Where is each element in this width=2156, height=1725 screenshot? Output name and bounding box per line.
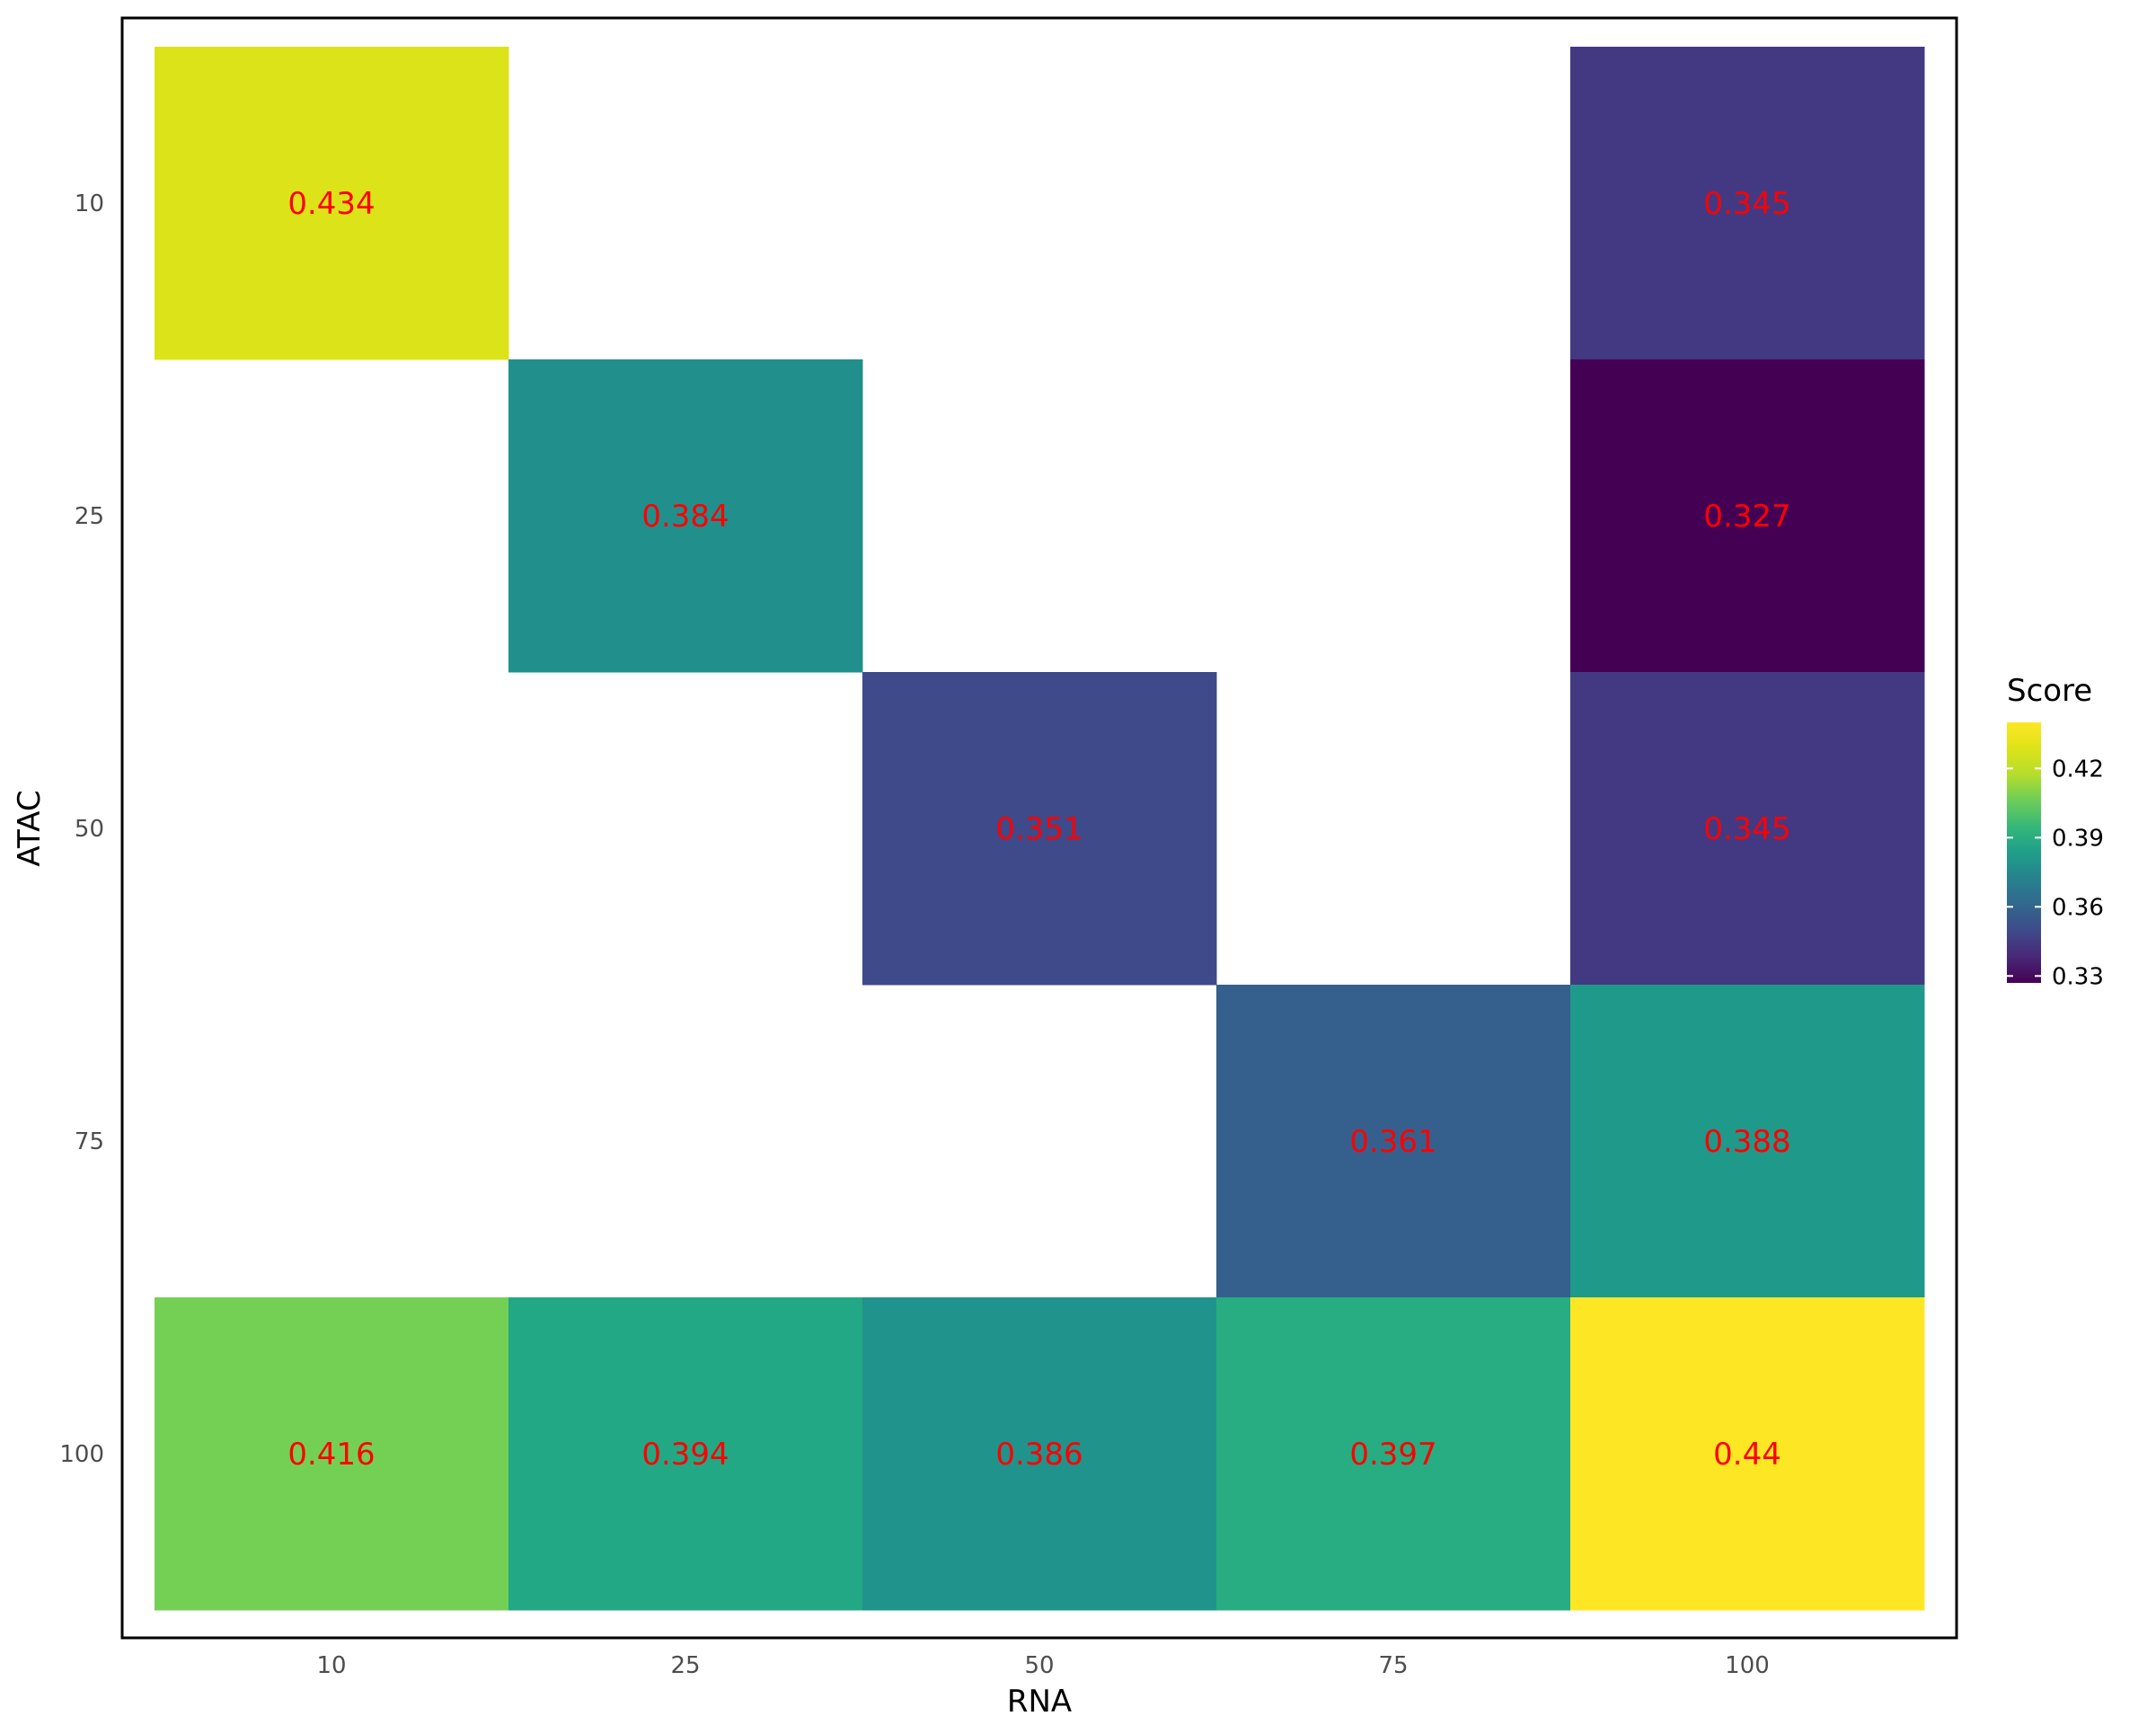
y-axis-title: ATAC xyxy=(12,790,48,866)
legend-tick-label: 0.33 xyxy=(2052,963,2104,990)
x-tick-label: 75 xyxy=(1378,1652,1408,1679)
legend-ticks: 0.33 0.36 0.39 0.42 xyxy=(2007,756,2104,990)
cell-value-label: 0.388 xyxy=(1703,1124,1790,1160)
heatmap-cell xyxy=(1570,672,1925,986)
legend-tick-label: 0.39 xyxy=(2052,825,2104,852)
legend-title: Score xyxy=(2007,673,2092,709)
y-tick-label: 50 xyxy=(75,816,104,843)
cell-value-label: 0.394 xyxy=(641,1437,729,1473)
cell-value-label: 0.384 xyxy=(641,499,729,535)
heatmap-cell xyxy=(1216,1297,1571,1611)
color-legend: Score 0.33 0.36 0.39 0.42 xyxy=(2007,673,2104,990)
heatmap-cell xyxy=(1570,1297,1925,1611)
cell-value-label: 0.327 xyxy=(1703,499,1790,535)
heatmap-cell xyxy=(862,672,1217,986)
heatmap-cell xyxy=(155,1297,509,1611)
x-axis-ticks: 10 25 50 75 100 xyxy=(316,1652,1769,1679)
y-tick-label: 10 xyxy=(75,190,104,217)
heatmap-cell xyxy=(508,359,863,673)
x-tick-label: 10 xyxy=(316,1652,346,1679)
cell-value-label: 0.351 xyxy=(995,811,1082,847)
y-tick-label: 100 xyxy=(59,1441,104,1468)
heatmap-cell xyxy=(1570,359,1925,673)
cell-value-label: 0.345 xyxy=(1703,811,1790,847)
legend-tick-label: 0.36 xyxy=(2052,894,2104,921)
y-tick-label: 75 xyxy=(75,1128,104,1155)
cell-value-label: 0.397 xyxy=(1349,1437,1436,1473)
cell-value-label: 0.44 xyxy=(1713,1437,1781,1473)
legend-tick-label: 0.42 xyxy=(2052,756,2104,783)
heatmap-cell xyxy=(508,1297,863,1611)
heatmap-cell xyxy=(1216,985,1571,1298)
x-tick-label: 25 xyxy=(670,1652,700,1679)
heatmap-cell xyxy=(1570,985,1925,1298)
x-axis-title: RNA xyxy=(1007,1684,1072,1720)
heatmap-cell xyxy=(155,47,509,360)
cell-value-label: 0.361 xyxy=(1349,1124,1436,1160)
plot-border xyxy=(120,16,1958,1640)
y-tick-label: 25 xyxy=(75,503,104,530)
x-tick-label: 100 xyxy=(1725,1652,1770,1679)
x-tick-label: 50 xyxy=(1024,1652,1054,1679)
legend-colorbar xyxy=(2007,722,2041,983)
heatmap-cell xyxy=(862,1297,1217,1611)
heatmap-cell xyxy=(1570,47,1925,360)
y-axis-ticks: 10 25 50 75 100 xyxy=(59,190,104,1468)
cell-value-label: 0.416 xyxy=(287,1437,375,1473)
heatmap-cells xyxy=(155,47,1925,1611)
cell-labels: 0.434 0.345 0.384 0.327 0.351 0.345 0.361 0.388… xyxy=(287,186,1790,1473)
cell-value-label: 0.434 xyxy=(287,186,375,222)
cell-value-label: 0.386 xyxy=(995,1437,1082,1473)
cell-value-label: 0.345 xyxy=(1703,186,1790,222)
